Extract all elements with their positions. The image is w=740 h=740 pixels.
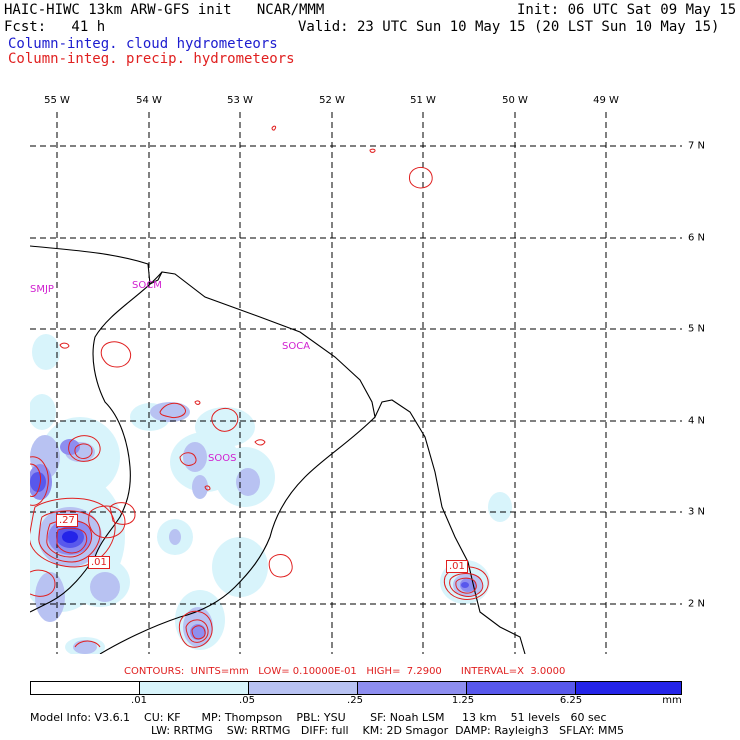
contour-label-min-east: .01 [446, 560, 468, 573]
lon-label-53w: 53 W [227, 95, 253, 106]
lat-label-6n: 6 N [688, 232, 706, 244]
graticule [30, 112, 682, 654]
lon-label-51w: 51 W [410, 95, 436, 106]
colorbar-bin-3 [357, 682, 466, 694]
contours-info: CONTOURS: UNITS=mm LOW= 0.10000E-01 HIGH… [124, 666, 566, 677]
model-info-line2: LW: RRTMG SW: RRTMG DIFF: full KM: 2D Sm… [151, 724, 624, 737]
contour-label-min-west: .01 [88, 556, 110, 569]
field-cloud-label: Column-integ. cloud hydrometeors [8, 36, 278, 52]
lon-label-50w: 50 W [502, 95, 528, 106]
lon-label-55w: 55 W [44, 95, 70, 106]
model-info-line1: Model Info: V3.6.1 CU: KF MP: Thompson P… [30, 711, 607, 724]
map-panel [30, 112, 682, 654]
colorbar-tick-0: .01 [131, 695, 147, 706]
colorbar-tick-3: 1.25 [451, 695, 475, 706]
colorbar-bin-2 [248, 682, 357, 694]
lat-label-2n: 2 N [688, 598, 706, 610]
colorbar [30, 681, 682, 695]
lon-label-52w: 52 W [319, 95, 345, 106]
colorbar-tick-4: 6.25 [559, 695, 583, 706]
lat-label-3n: 3 N [688, 506, 706, 518]
model-title: HAIC-HIWC 13km ARW-GFS init NCAR/MMM [4, 2, 325, 18]
colorbar-tick-1: .05 [239, 695, 255, 706]
lat-label-7n: 7 N [688, 140, 706, 152]
station-socm: SOCM [132, 280, 162, 291]
map-canvas [30, 112, 682, 654]
init-time: Init: 06 UTC Sat 09 May 15 [517, 2, 737, 18]
field-precip-label: Column-integ. precip. hydrometeors [8, 51, 295, 67]
colorbar-bin-0 [31, 682, 139, 694]
cloud-shading [30, 334, 512, 654]
station-soca: SOCA [282, 341, 311, 352]
colorbar-tick-2: .25 [347, 695, 363, 706]
colorbar-bin-1 [139, 682, 248, 694]
forecast-hour: Fcst: 41 h [4, 19, 106, 35]
precip-contours [30, 125, 489, 648]
valid-time: Valid: 23 UTC Sun 10 May 15 (20 LST Sun … [298, 19, 720, 35]
contour-label-max: .27 [56, 514, 78, 527]
colorbar-bin-5 [575, 682, 681, 694]
lon-label-49w: 49 W [593, 95, 619, 106]
lon-label-54w: 54 W [136, 95, 162, 106]
lat-label-4n: 4 N [688, 415, 706, 427]
colorbar-units: mm [662, 695, 682, 706]
station-soos: SOOS [208, 453, 237, 464]
station-smjp: SMJP [30, 284, 54, 295]
lat-label-5n: 5 N [688, 323, 706, 335]
colorbar-bin-4 [466, 682, 575, 694]
